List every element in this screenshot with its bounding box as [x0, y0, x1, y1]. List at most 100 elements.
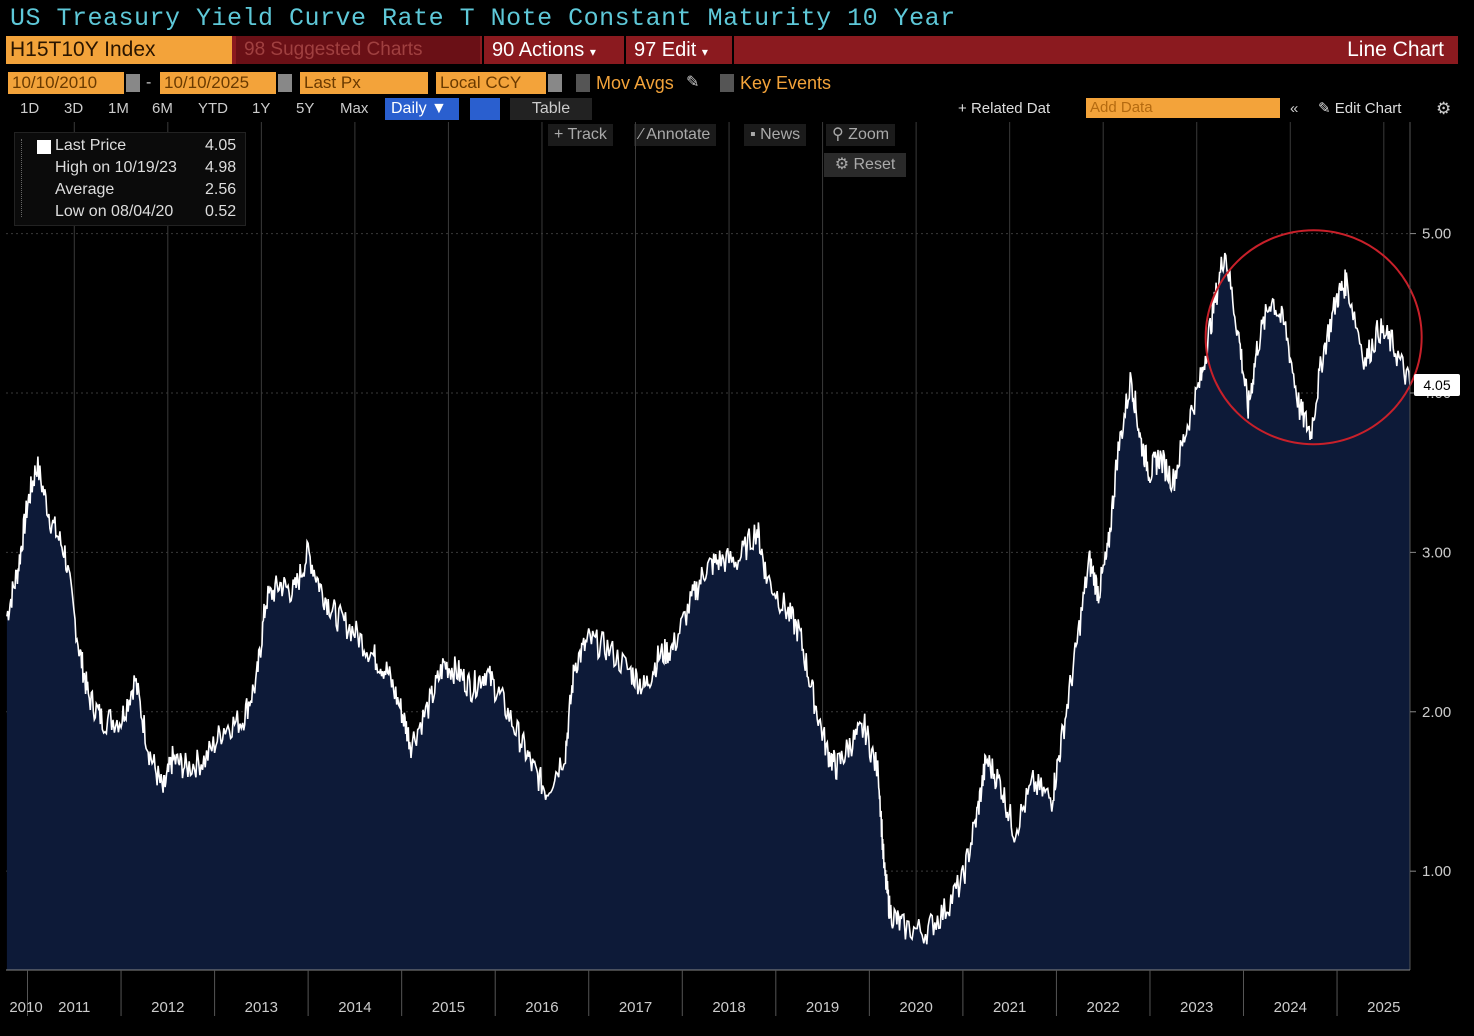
table-view-button[interactable]: Table: [510, 98, 592, 120]
y-axis: 1.002.003.004.005.00: [1409, 122, 1451, 970]
series-line: [6, 252, 1411, 945]
x-tick-label: 2013: [245, 999, 278, 1016]
legend-low: Low on 08/04/20: [55, 203, 174, 220]
pencil-icon: ✎: [1318, 100, 1331, 117]
checkbox-icon[interactable]: [720, 74, 734, 92]
x-tick-label: 2020: [899, 999, 932, 1016]
pencil-icon[interactable]: ✎: [686, 74, 700, 91]
x-tick-label: 2012: [151, 999, 184, 1016]
collapse-icon[interactable]: «: [1290, 100, 1299, 117]
x-tick-label: 2014: [338, 999, 371, 1016]
track-tool[interactable]: + Track: [548, 124, 613, 146]
start-date-field[interactable]: 10/10/2010: [8, 72, 124, 94]
mov-avgs-toggle[interactable]: Mov Avgs: [596, 73, 674, 93]
y-tick-label: 5.00: [1422, 226, 1451, 243]
price-field[interactable]: Last Px: [300, 72, 428, 94]
period-1y[interactable]: 1Y: [252, 100, 271, 117]
end-date-field[interactable]: 10/10/2025: [160, 72, 276, 94]
annotate-label: Annotate: [646, 126, 711, 143]
edit-chart-button[interactable]: ✎ Edit Chart: [1318, 98, 1401, 120]
news-label: News: [760, 126, 801, 143]
reset-icon: ⚙: [834, 156, 850, 173]
key-events-toggle[interactable]: Key Events: [740, 73, 832, 93]
legend: Last Price 4.05 High on 10/19/23 4.98 Av…: [14, 132, 246, 226]
x-tick-label: 2016: [525, 999, 558, 1016]
legend-last-price-value: 4.05: [205, 137, 237, 154]
toolbar-separator: [482, 36, 484, 64]
edit-label: 97 Edit: [634, 39, 697, 61]
period-6m[interactable]: 6M: [152, 100, 173, 117]
ticker-field[interactable]: H15T10Y Index: [6, 36, 232, 64]
legend-last-price: Last Price: [55, 137, 127, 154]
news-tool[interactable]: ▪ News: [744, 124, 807, 146]
zoom-label: Zoom: [848, 126, 890, 143]
annotate-tool[interactable]: ⁄ Annotate: [634, 124, 717, 146]
actions-menu[interactable]: 90 Actions ▾: [492, 36, 596, 64]
magnifier-icon: ⚲: [832, 126, 844, 143]
chevron-down-icon[interactable]: [548, 74, 562, 92]
x-tick-label: 2015: [432, 999, 465, 1016]
toolbar-separator: [732, 36, 734, 64]
period-1m[interactable]: 1M: [108, 100, 129, 117]
edit-menu[interactable]: 97 Edit ▾: [634, 36, 708, 64]
line-icon: ⁄: [640, 126, 643, 143]
reset-button[interactable]: ⚙ Reset: [824, 153, 906, 177]
chevron-down-icon: ▾: [701, 45, 708, 59]
legend-low-value: 0.52: [205, 203, 237, 220]
legend-high-value: 4.98: [205, 159, 237, 176]
last-price-text: 4.05: [1423, 377, 1450, 393]
period-max[interactable]: Max: [340, 100, 369, 117]
y-tick-label: 2.00: [1422, 704, 1451, 721]
period-1d[interactable]: 1D: [20, 100, 40, 117]
legend-bracket: [21, 139, 32, 217]
date-separator: -: [146, 74, 152, 91]
chart-title: US Treasury Yield Curve Rate T Note Cons…: [10, 4, 956, 33]
x-tick-label: 2018: [712, 999, 745, 1016]
x-tick-label: 2019: [806, 999, 839, 1016]
toolbar-separator: [624, 36, 626, 64]
zoom-tool[interactable]: ⚲ Zoom: [826, 124, 896, 146]
last-price-marker: 4.05: [1414, 374, 1460, 397]
gear-icon[interactable]: ⚙: [1436, 99, 1452, 118]
x-tick-label: 2011: [58, 999, 90, 1016]
x-tick-label: 2025: [1367, 999, 1400, 1016]
reset-label: Reset: [853, 156, 896, 173]
y-tick-label: 3.00: [1422, 544, 1451, 561]
legend-average: Average: [55, 181, 115, 198]
news-icon: ▪: [750, 126, 756, 143]
checkbox-icon[interactable]: [576, 74, 590, 92]
related-data-label: Related Dat: [970, 100, 1051, 117]
calendar-icon[interactable]: [278, 74, 292, 92]
y-tick-label: 1.00: [1422, 863, 1451, 880]
currency-field[interactable]: Local CCY: [436, 72, 546, 94]
period-ytd[interactable]: YTD: [198, 100, 228, 117]
x-tick-label: 2024: [1274, 999, 1307, 1016]
frequency-label: Daily: [391, 100, 427, 117]
x-tick-label: 2021: [993, 999, 1026, 1016]
period-3d[interactable]: 3D: [64, 100, 84, 117]
legend-average-value: 2.56: [205, 181, 237, 198]
x-tick-label: 2022: [1087, 999, 1120, 1016]
series-area: [6, 253, 1410, 971]
chart-view-icon[interactable]: [470, 98, 500, 120]
edit-chart-label: Edit Chart: [1334, 100, 1402, 117]
actions-label: 90 Actions: [492, 39, 585, 61]
add-data-input[interactable]: Add Data: [1086, 98, 1280, 118]
calendar-icon[interactable]: [126, 74, 140, 92]
x-tick-label: 2010: [9, 999, 42, 1016]
frequency-dropdown[interactable]: Daily ▼: [385, 98, 459, 120]
last-price-box: [1414, 374, 1460, 397]
plus-icon: +: [958, 100, 967, 117]
x-tick-label: 2017: [619, 999, 652, 1016]
suggested-charts-button[interactable]: 98 Suggested Charts: [236, 36, 480, 64]
track-label: Track: [567, 126, 607, 143]
chart-type-label[interactable]: Line Chart: [1347, 38, 1444, 61]
crosshair-icon: +: [554, 126, 564, 143]
chevron-down-icon: ▼: [431, 100, 447, 117]
related-data-button[interactable]: + Related Dat: [958, 98, 1050, 120]
x-tick-label: 2023: [1180, 999, 1213, 1016]
period-5y[interactable]: 5Y: [296, 100, 315, 117]
legend-high: High on 10/19/23: [55, 159, 177, 176]
highlight-circle: [1204, 229, 1423, 446]
